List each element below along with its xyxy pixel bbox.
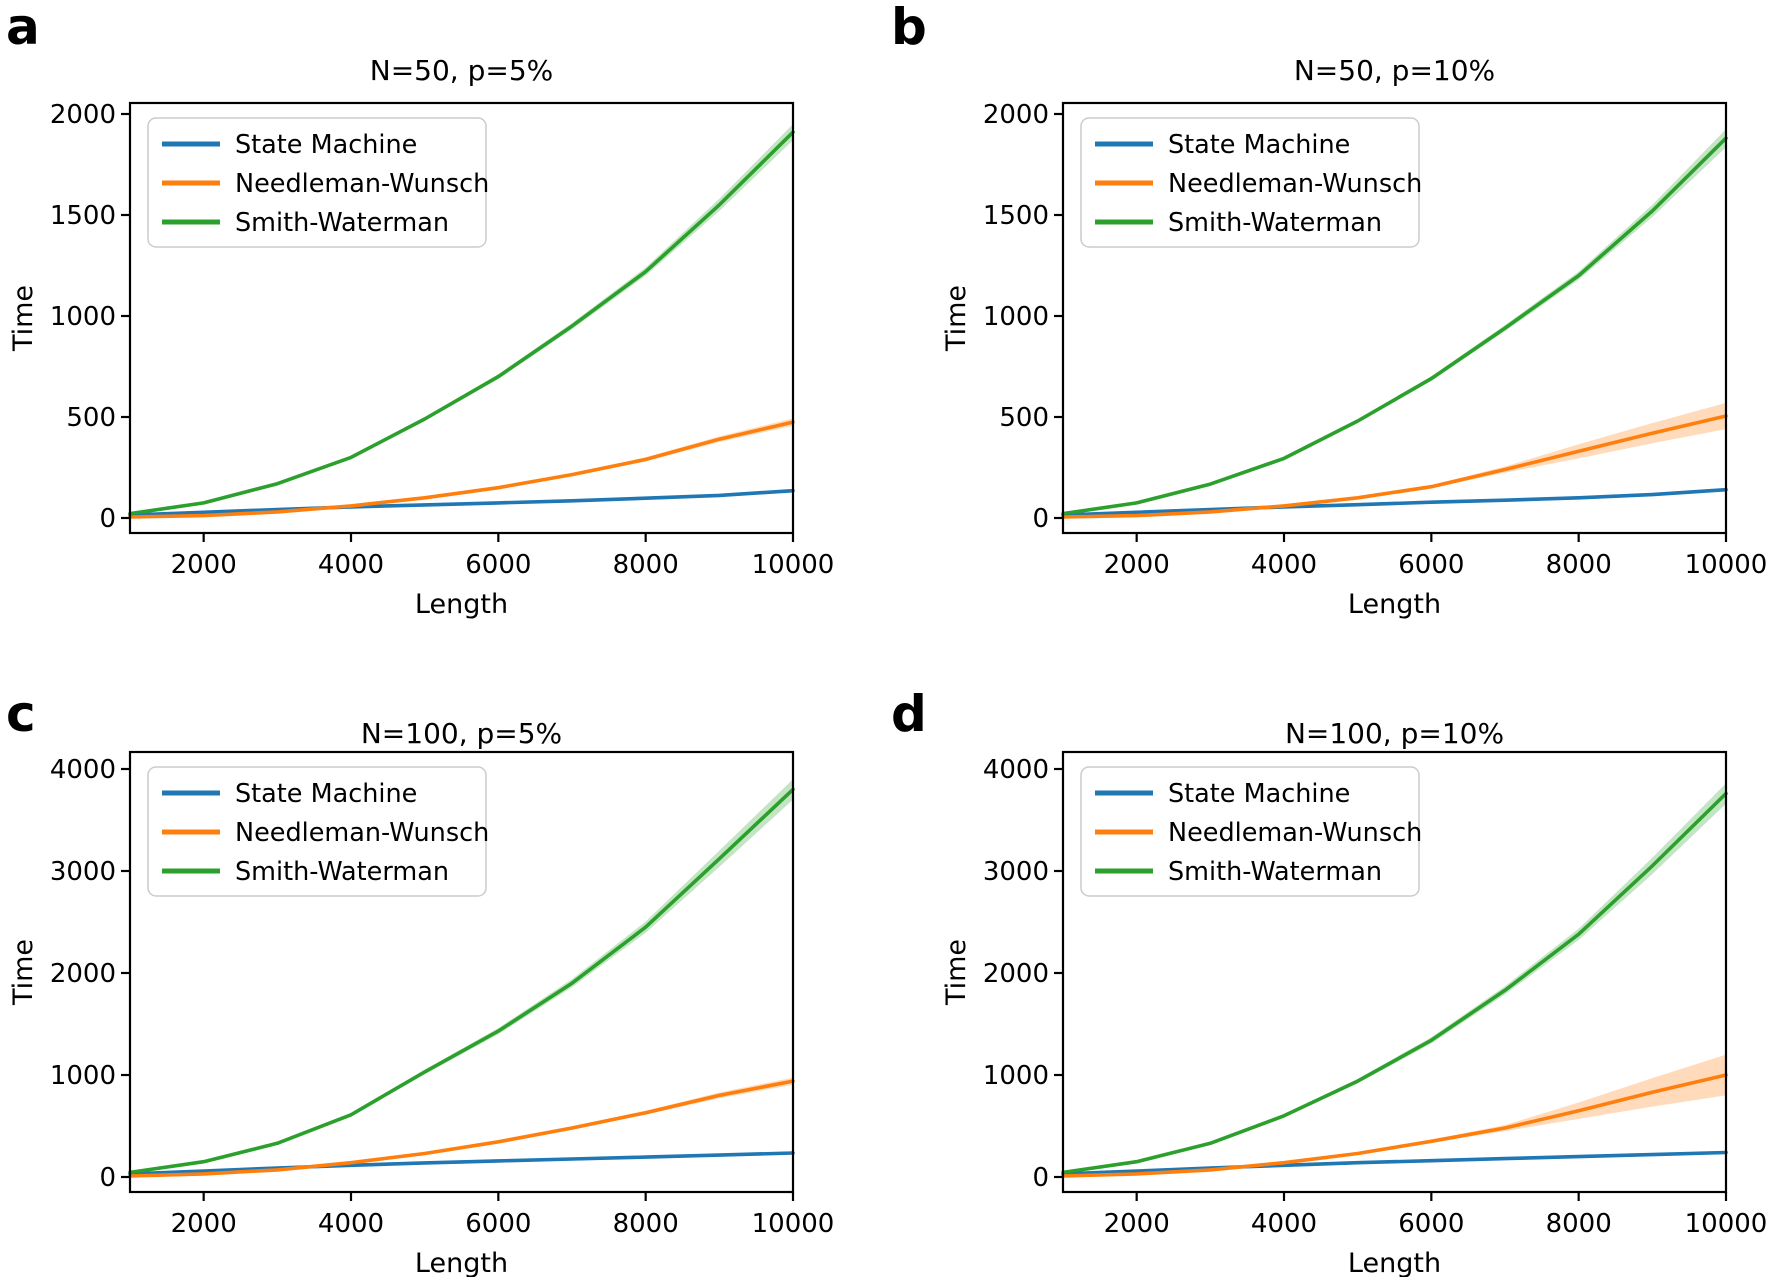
panel-c: c N=100, p=5% 2000 4000 6000 8000 10000 0 1000…: [0, 639, 885, 1277]
axes-box: [128, 101, 795, 535]
y-tick-label: 0: [1032, 504, 1049, 534]
series-line-state-machine: [128, 1151, 795, 1176]
chart-title-c: N=100, p=5%: [360, 717, 563, 750]
x-tick-label: 4000: [1251, 1209, 1317, 1239]
y-tick-label: 1000: [50, 302, 116, 332]
y-tick-label: 2000: [50, 100, 116, 130]
series-line-smith-waterman: [1061, 136, 1728, 516]
x-axis-label: Length: [1348, 589, 1441, 620]
panel-letter-b: b: [891, 0, 927, 56]
y-axis-label: Time: [8, 285, 39, 352]
panel-d: d N=100, p=10% 2000 4000 6000 8000 10000 0 100…: [885, 639, 1770, 1277]
series-line-state-machine: [1061, 1150, 1728, 1176]
y-axis-label: Time: [941, 939, 972, 1006]
y-tick-label: 2000: [50, 959, 116, 989]
panel-letter-d: d: [891, 685, 927, 743]
y-tick-label: 3000: [50, 857, 116, 887]
x-tick-label: 10000: [1685, 1209, 1768, 1239]
legend-box: [147, 766, 487, 897]
series-line-state-machine: [128, 488, 795, 517]
axes-box: [1061, 101, 1728, 535]
panel-b: b N=50, p=10% 2000 4000 6000 8000 10000 0 500 1…: [885, 0, 1770, 638]
legend-box: [1080, 766, 1420, 897]
x-tick-label: 4000: [318, 1209, 384, 1239]
legend-label-needleman-wunsch: Needleman-Wunsch: [235, 818, 489, 848]
legend-label-state-machine: State Machine: [1168, 130, 1350, 160]
chart-title-a: N=50, p=5%: [369, 54, 554, 87]
y-tick-label: 1000: [983, 302, 1049, 332]
line-chart-a: 2000 4000 6000 8000 10000 0 500 1000 1500 2000 Len…: [8, 100, 835, 620]
legend-label-state-machine: State Machine: [1168, 779, 1350, 809]
y-tick-label: 0: [1032, 1163, 1049, 1193]
legend-box: [147, 117, 487, 248]
line-chart-c: 2000 4000 6000 8000 10000 0 1000 2000 3000 4000 Le…: [8, 750, 835, 1277]
chart-title-d: N=100, p=10%: [1284, 717, 1505, 750]
y-tick-label: 4000: [983, 755, 1049, 785]
x-tick-label: 6000: [465, 1209, 531, 1239]
series-line-smith-waterman: [128, 130, 795, 516]
panel-letter-c: c: [6, 685, 36, 743]
panel-a: a N=50, p=5% 2000 4000 6000 8000 10000 0 500 10…: [0, 0, 885, 638]
legend-box: [1080, 117, 1420, 248]
y-tick-label: 2000: [983, 959, 1049, 989]
legend-label-state-machine: State Machine: [235, 779, 417, 809]
series-line-needleman-wunsch: [1061, 414, 1728, 519]
x-tick-label: 6000: [1398, 550, 1464, 580]
y-axis-label: Time: [941, 285, 972, 352]
y-tick-label: 2000: [983, 100, 1049, 130]
legend-label-needleman-wunsch: Needleman-Wunsch: [1168, 169, 1422, 199]
x-tick-label: 10000: [752, 1209, 835, 1239]
legend-label-needleman-wunsch: Needleman-Wunsch: [235, 169, 489, 199]
legend-label-needleman-wunsch: Needleman-Wunsch: [1168, 818, 1422, 848]
x-tick-label: 4000: [318, 550, 384, 580]
series-line-needleman-wunsch: [1061, 1073, 1728, 1178]
legend-label-state-machine: State Machine: [235, 130, 417, 160]
x-tick-label: 6000: [465, 550, 531, 580]
x-axis-label: Length: [415, 1248, 508, 1277]
y-tick-label: 500: [66, 403, 116, 433]
x-tick-label: 8000: [613, 550, 679, 580]
x-axis-label: Length: [415, 589, 508, 620]
series-line-needleman-wunsch: [128, 420, 795, 519]
series-line-needleman-wunsch: [128, 1079, 795, 1178]
line-chart-b: 2000 4000 6000 8000 10000 0 500 1000 1500 2000 Len…: [941, 100, 1768, 620]
x-tick-label: 8000: [1546, 550, 1612, 580]
y-tick-label: 4000: [50, 755, 116, 785]
x-tick-label: 6000: [1398, 1209, 1464, 1239]
series-band-needleman-wunsch: [1063, 402, 1726, 518]
series-band-needleman-wunsch: [1063, 1054, 1726, 1177]
y-tick-label: 1000: [50, 1061, 116, 1091]
x-tick-label: 2000: [1104, 1209, 1170, 1239]
line-chart-d: 2000 4000 6000 8000 10000 0 1000 2000 3000 4000 Le…: [941, 750, 1768, 1277]
x-axis-label: Length: [1348, 1248, 1441, 1277]
x-tick-label: 2000: [171, 550, 237, 580]
series-line-smith-waterman: [1061, 791, 1728, 1175]
y-tick-label: 1500: [983, 201, 1049, 231]
x-tick-label: 8000: [613, 1209, 679, 1239]
y-axis-label: Time: [8, 939, 39, 1006]
series-line-state-machine: [1061, 487, 1728, 517]
x-tick-label: 2000: [171, 1209, 237, 1239]
panel-letter-a: a: [6, 0, 40, 56]
y-tick-label: 500: [999, 403, 1049, 433]
y-tick-label: 0: [99, 504, 116, 534]
legend-label-smith-waterman: Smith-Waterman: [1168, 208, 1382, 238]
legend-label-smith-waterman: Smith-Waterman: [235, 857, 449, 887]
x-tick-label: 8000: [1546, 1209, 1612, 1239]
legend-label-smith-waterman: Smith-Waterman: [1168, 857, 1382, 887]
x-tick-label: 4000: [1251, 550, 1317, 580]
y-tick-label: 1500: [50, 201, 116, 231]
x-tick-label: 10000: [1685, 550, 1768, 580]
y-tick-label: 0: [99, 1163, 116, 1193]
x-tick-label: 2000: [1104, 550, 1170, 580]
chart-title-b: N=50, p=10%: [1293, 54, 1496, 87]
y-tick-label: 1000: [983, 1061, 1049, 1091]
series-line-smith-waterman: [128, 787, 795, 1175]
y-tick-label: 3000: [983, 857, 1049, 887]
legend-label-smith-waterman: Smith-Waterman: [235, 208, 449, 238]
x-tick-label: 10000: [752, 550, 835, 580]
